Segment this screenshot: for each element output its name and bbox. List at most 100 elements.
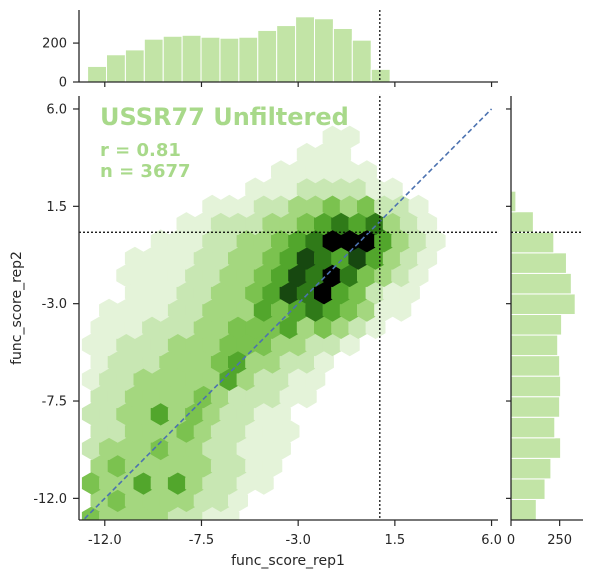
- hexbin-cell: [176, 316, 197, 339]
- hexbin-cell: [107, 489, 128, 512]
- marginal-y-bar: [510, 437, 562, 459]
- hexbin-cell: [116, 264, 137, 288]
- hexbin-cell: [99, 367, 119, 391]
- hexbin-cell: [314, 350, 334, 374]
- marginal-x-bottom-ticks: [104, 82, 493, 87]
- x-tick-label: -12.0: [88, 533, 122, 548]
- hexbin-cell: [116, 471, 137, 495]
- hexbin-cell: [408, 264, 429, 288]
- hexbin-cell: [348, 212, 369, 236]
- hexbin-cell: [245, 177, 266, 201]
- hexbin-cell: [339, 194, 360, 218]
- marginal-x-histogram: 0 200: [42, 10, 498, 91]
- hexbin-cell: [159, 281, 180, 305]
- hexbin-cell: [417, 212, 438, 236]
- hexbin-cell: [314, 212, 334, 236]
- hexbin-cell: [210, 281, 231, 305]
- hexbin-cell: [159, 246, 180, 270]
- hexbin-cell: [305, 194, 326, 218]
- hexbin-cell: [142, 246, 162, 270]
- hexbin-cell: [417, 246, 438, 270]
- hexbin-cell: [296, 385, 317, 409]
- hexbin-cell: [210, 212, 231, 236]
- hexbin-cell: [331, 316, 352, 339]
- hexbin-cell: [279, 385, 300, 409]
- hexbin-cell: [357, 229, 377, 253]
- y-tick-label: -7.5: [42, 395, 67, 410]
- hexbin-cell: [107, 350, 128, 374]
- hexbin-cell: [365, 281, 386, 305]
- hexbin-cell: [271, 194, 291, 218]
- hexbin-cell: [210, 385, 231, 409]
- hexbin-cell: [374, 264, 395, 288]
- hexbin-cell: [185, 437, 205, 461]
- hexbin-cell: [357, 298, 377, 322]
- hexbin-cell: [253, 367, 274, 391]
- hexbin-cell: [228, 350, 248, 374]
- hexbin-cell: [271, 437, 291, 461]
- hexbin-cell: [90, 316, 111, 339]
- hexbin-cell: [357, 264, 377, 288]
- hexbin-cell: [185, 471, 205, 495]
- hexbin-cell: [236, 402, 257, 426]
- hexbin-cell: [296, 281, 317, 305]
- hexbin-cell: [391, 298, 412, 322]
- hexbin-cell: [348, 177, 369, 201]
- marginal-y-bar: [510, 498, 537, 521]
- hexbin-cell: [279, 246, 300, 270]
- hexbin-cell: [202, 229, 223, 253]
- hexbin-cell: [296, 316, 317, 339]
- hexbin-cell: [245, 316, 266, 339]
- hexbin-cell: [150, 437, 171, 461]
- marginal-y-bar: [510, 478, 546, 500]
- hexbin-cell: [202, 402, 223, 426]
- hexbin-cell: [210, 454, 231, 478]
- hexbin-cell: [210, 246, 231, 270]
- marginal-y-bar: [510, 252, 567, 274]
- hexbin-cell: [150, 264, 171, 288]
- hexbin-cell: [271, 333, 291, 357]
- hexbin-cell: [185, 402, 205, 426]
- hexbin-cell: [142, 419, 162, 443]
- hexbin-cell: [331, 281, 352, 305]
- diagonal-reference-line: [82, 108, 493, 520]
- x-axis-label: func_score_rep1: [231, 553, 345, 569]
- y-tick-label: 1.5: [46, 200, 67, 215]
- hexbin-cell: [296, 212, 317, 236]
- hexbin-cell: [116, 402, 137, 426]
- hexbin-cell: [339, 125, 360, 149]
- hexbin-cell: [253, 229, 274, 253]
- hexbin-cell: [142, 454, 162, 478]
- hexbin-cell: [382, 246, 403, 270]
- hexbin-cell: [219, 298, 240, 322]
- marginal-y-bar: [510, 313, 563, 336]
- marginal-x-bar: [200, 36, 221, 83]
- hexbin-cell: [305, 229, 326, 253]
- hexbin-cell: [314, 246, 334, 270]
- hexbin-cell: [193, 385, 214, 409]
- hexbin-cell: [219, 264, 240, 288]
- hexbin-cell: [331, 212, 352, 236]
- hexbin-cell: [348, 281, 369, 305]
- hexbin-cell: [124, 385, 145, 409]
- hexbin-cell: [236, 229, 257, 253]
- hexbin-cell: [193, 281, 214, 305]
- hexbin-cell: [296, 142, 317, 166]
- hexbin-cell: [374, 298, 395, 322]
- hexbin-cell: [339, 264, 360, 288]
- hexbin-cell: [193, 419, 214, 443]
- hexbin-cell: [176, 385, 197, 409]
- hexbin-cell: [314, 316, 334, 339]
- marginal-y-histogram: 0 250: [506, 96, 583, 548]
- hexbin-cell: [210, 350, 231, 374]
- hexbin-cell: [193, 489, 214, 512]
- hexbin-cell: [133, 367, 154, 391]
- hexbin-cell: [331, 177, 352, 201]
- hexbin-cell: [219, 229, 240, 253]
- hexbin-cell: [124, 350, 145, 374]
- hexbin-cell: [159, 316, 180, 339]
- hexbin-cell: [176, 489, 197, 512]
- hexbin-cell: [167, 298, 188, 322]
- hexbin-cell: [99, 402, 119, 426]
